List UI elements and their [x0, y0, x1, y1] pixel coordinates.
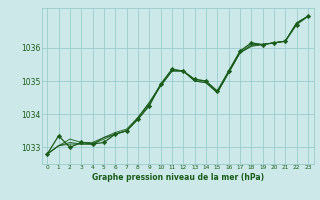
X-axis label: Graphe pression niveau de la mer (hPa): Graphe pression niveau de la mer (hPa) — [92, 173, 264, 182]
